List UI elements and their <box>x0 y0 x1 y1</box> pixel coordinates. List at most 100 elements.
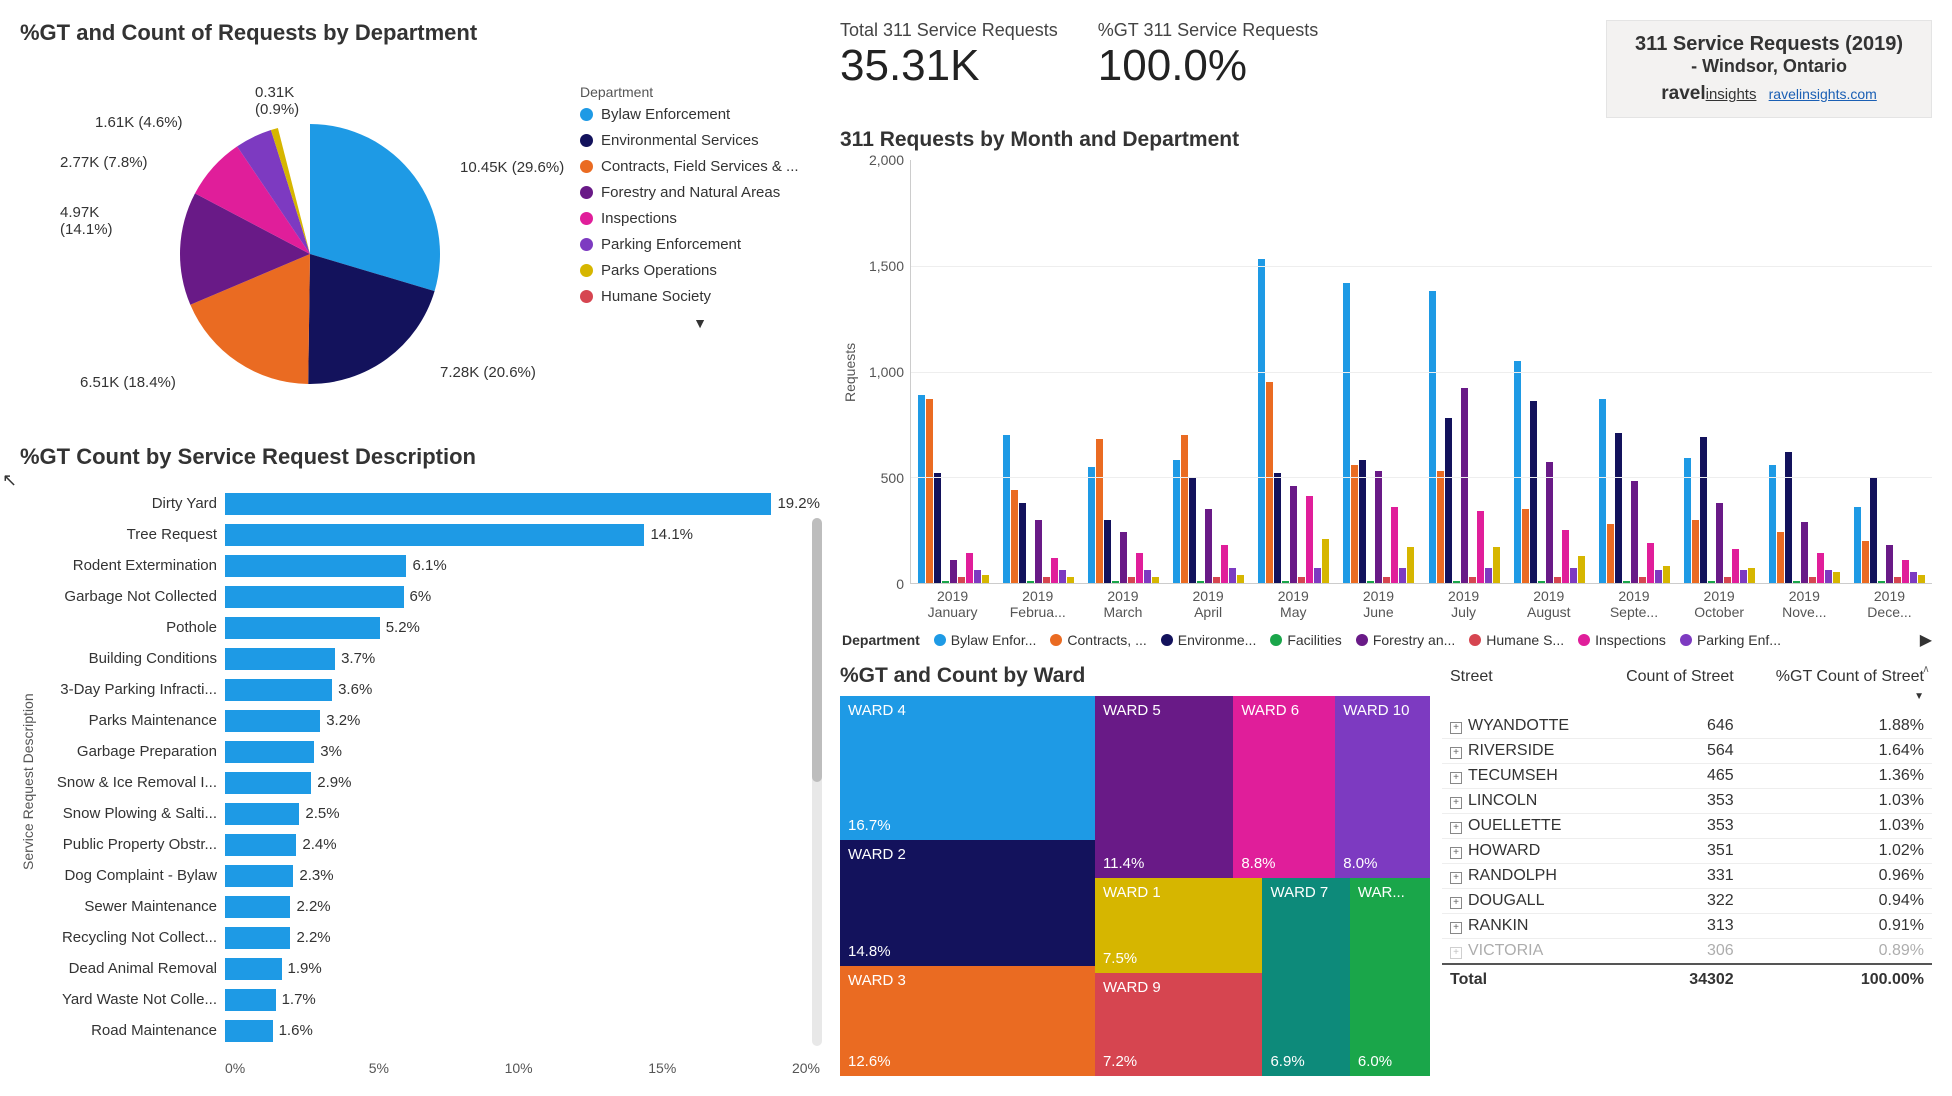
hbar-row[interactable]: Snow & Ice Removal I... 2.9% <box>50 767 820 798</box>
table-header[interactable]: %GT Count of Street▼ <box>1742 664 1932 714</box>
total-pct: 100.00% <box>1742 964 1932 992</box>
table-row[interactable]: +HOWARD 351 1.02% <box>1442 839 1932 864</box>
legend-item[interactable]: Parking Enforcement <box>580 236 820 253</box>
treemap-cell[interactable]: WARD 511.4% <box>1095 696 1233 878</box>
hbar-row[interactable]: Dog Complaint - Bylaw 2.3% <box>50 860 820 891</box>
legend-item[interactable]: Inspections <box>1578 632 1666 648</box>
hbar-row[interactable]: Garbage Not Collected 6% <box>50 581 820 612</box>
street-name: OUELLETTE <box>1468 817 1561 834</box>
treemap-cell[interactable]: WARD 312.6% <box>840 966 1095 1076</box>
month-bar <box>1375 471 1382 583</box>
street-count: 306 <box>1598 939 1741 965</box>
expand-icon[interactable]: + <box>1450 822 1462 834</box>
legend-item[interactable]: Environmental Services <box>580 132 820 149</box>
kpi-pct-value: 100.0% <box>1098 41 1318 91</box>
treemap-cell[interactable]: WARD 416.7% <box>840 696 1095 840</box>
legend-item[interactable]: Environme... <box>1161 632 1257 648</box>
treemap-cell-name: WARD 9 <box>1103 979 1255 996</box>
treemap-cell-pct: 7.2% <box>1103 1053 1137 1070</box>
hbar-row[interactable]: Dirty Yard 19.2% <box>50 488 820 519</box>
expand-icon[interactable]: + <box>1450 722 1462 734</box>
hbar-row[interactable]: Public Property Obstr... 2.4% <box>50 829 820 860</box>
treemap-cell[interactable]: WARD 17.5% <box>1095 878 1263 973</box>
table-row[interactable]: +WYANDOTTE 646 1.88% <box>1442 714 1932 739</box>
month-xlabel: 2019June <box>1336 588 1421 620</box>
month-bar <box>1833 572 1840 583</box>
expand-icon[interactable]: + <box>1450 897 1462 909</box>
expand-icon[interactable]: + <box>1450 772 1462 784</box>
month-bar <box>1322 539 1329 583</box>
legend-item[interactable]: Humane S... <box>1469 632 1564 648</box>
month-bar <box>1104 520 1111 583</box>
hbar-value: 1.9% <box>288 960 322 977</box>
legend-item[interactable]: Parking Enf... <box>1680 632 1781 648</box>
month-chart[interactable]: Requests 05001,0001,5002,000 2019January… <box>840 160 1932 650</box>
month-bar <box>1902 560 1909 583</box>
month-bar <box>1290 486 1297 583</box>
hbar-row[interactable]: Recycling Not Collect... 2.2% <box>50 922 820 953</box>
legend-item[interactable]: Forestry an... <box>1356 632 1455 648</box>
hbar-row[interactable]: 3-Day Parking Infracti... 3.6% <box>50 674 820 705</box>
table-header[interactable]: Street <box>1442 664 1598 714</box>
table-row[interactable]: +RANDOLPH 331 0.96% <box>1442 864 1932 889</box>
expand-icon[interactable]: + <box>1450 947 1462 959</box>
hbar-row[interactable]: Dead Animal Removal 1.9% <box>50 953 820 984</box>
legend-item[interactable]: Forestry and Natural Areas <box>580 184 820 201</box>
hbar-bar <box>225 896 290 918</box>
legend-item[interactable]: Bylaw Enfor... <box>934 632 1037 648</box>
treemap-cell[interactable]: WARD 214.8% <box>840 840 1095 965</box>
hbar-row[interactable]: Sewer Maintenance 2.2% <box>50 891 820 922</box>
table-row[interactable]: +RIVERSIDE 564 1.64% <box>1442 739 1932 764</box>
table-row[interactable]: +OUELLETTE 353 1.03% <box>1442 814 1932 839</box>
expand-icon[interactable]: + <box>1450 872 1462 884</box>
hbar-row[interactable]: Parks Maintenance 3.2% <box>50 705 820 736</box>
table-scroll[interactable]: ∧ <box>1920 664 1932 1048</box>
street-table[interactable]: StreetCount of Street%GT Count of Street… <box>1442 664 1932 992</box>
legend-item[interactable]: Contracts, Field Services & ... <box>580 158 820 175</box>
street-name: TECUMSEH <box>1468 767 1558 784</box>
hbar-row[interactable]: Snow Plowing & Salti... 2.5% <box>50 798 820 829</box>
expand-icon[interactable]: + <box>1450 747 1462 759</box>
hbar-scrollbar[interactable] <box>812 518 822 1046</box>
pie-chart[interactable]: 10.45K (29.6%)7.28K (20.6%)6.51K (18.4%)… <box>20 54 580 444</box>
month-bar <box>1692 520 1699 583</box>
treemap-cell[interactable]: WARD 9 7.2% <box>1095 973 1263 1076</box>
expand-icon[interactable]: + <box>1450 922 1462 934</box>
hbar-row[interactable]: Tree Request 14.1% <box>50 519 820 550</box>
treemap-cell[interactable]: WAR...6.0% <box>1350 878 1430 1076</box>
hbar-row[interactable]: Building Conditions 3.7% <box>50 643 820 674</box>
table-row[interactable]: +RANKIN 313 0.91% <box>1442 914 1932 939</box>
treemap-cell[interactable]: WARD 76.9% <box>1262 878 1349 1076</box>
legend-item[interactable]: Inspections <box>580 210 820 227</box>
legend-item[interactable]: Contracts, ... <box>1050 632 1146 648</box>
street-name: HOWARD <box>1468 842 1540 859</box>
hbar-value: 2.4% <box>302 836 336 853</box>
legend-expand-icon[interactable]: ▼ <box>580 315 820 331</box>
legend-next-icon[interactable]: ▶ <box>1920 630 1932 650</box>
expand-icon[interactable]: + <box>1450 847 1462 859</box>
month-xlabel: 2019Nove... <box>1762 588 1847 620</box>
table-row[interactable]: +VICTORIA 306 0.89% <box>1442 939 1932 965</box>
treemap[interactable]: WARD 416.7%WARD 214.8%WARD 312.6%WARD 51… <box>840 696 1430 1076</box>
table-row[interactable]: +TECUMSEH 465 1.36% <box>1442 764 1932 789</box>
hbar-value: 6% <box>410 588 432 605</box>
hbar-row[interactable]: Yard Waste Not Colle... 1.7% <box>50 984 820 1015</box>
hbar-row[interactable]: Pothole 5.2% <box>50 612 820 643</box>
legend-item[interactable]: Facilities <box>1270 632 1341 648</box>
hbar-bar <box>225 524 644 546</box>
hbar-row[interactable]: Rodent Extermination 6.1% <box>50 550 820 581</box>
legend-item[interactable]: Parks Operations <box>580 262 820 279</box>
legend-item[interactable]: Humane Society <box>580 288 820 305</box>
table-row[interactable]: +LINCOLN 353 1.03% <box>1442 789 1932 814</box>
street-count: 353 <box>1598 814 1741 839</box>
treemap-cell[interactable]: WARD 108.0% <box>1335 696 1430 878</box>
table-header[interactable]: Count of Street <box>1598 664 1741 714</box>
legend-item[interactable]: Bylaw Enforcement <box>580 106 820 123</box>
brand-link[interactable]: ravelinsights.com <box>1769 86 1877 102</box>
hbar-row[interactable]: Garbage Preparation 3% <box>50 736 820 767</box>
table-row[interactable]: +DOUGALL 322 0.94% <box>1442 889 1932 914</box>
treemap-cell[interactable]: WARD 68.8% <box>1233 696 1335 878</box>
legend-swatch-icon <box>1469 634 1481 646</box>
hbar-row[interactable]: Road Maintenance 1.6% <box>50 1015 820 1046</box>
expand-icon[interactable]: + <box>1450 797 1462 809</box>
